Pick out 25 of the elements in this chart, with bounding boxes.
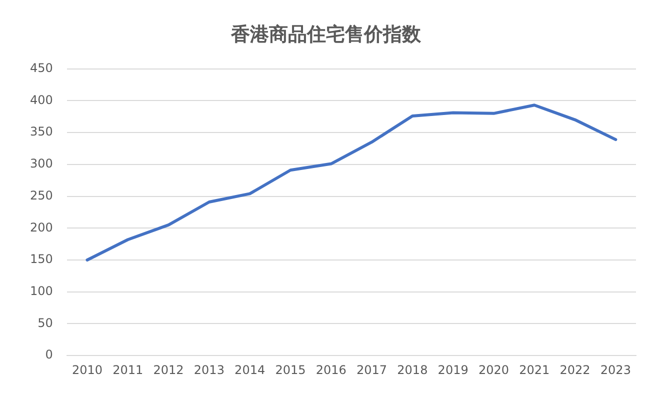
y-tick-label: 100 <box>30 284 53 298</box>
x-tick-label: 2018 <box>397 362 428 377</box>
x-tick-label: 2012 <box>153 362 184 377</box>
x-tick-label: 2022 <box>560 362 590 377</box>
y-tick-label: 200 <box>30 220 53 234</box>
x-tick-label: 2013 <box>194 362 224 377</box>
x-tick-label: 2011 <box>112 362 144 377</box>
x-tick-label: 2014 <box>234 362 266 377</box>
x-tick-label: 2019 <box>438 362 468 377</box>
y-tick-label: 350 <box>30 124 53 139</box>
x-tick-label: 2023 <box>600 362 631 377</box>
y-tick-label: 50 <box>38 316 53 330</box>
chart-title: 香港商品住宅售价指数 <box>230 23 422 46</box>
y-tick-label: 250 <box>30 188 53 202</box>
x-tick-label: 2016 <box>316 362 346 377</box>
x-tick-label: 2017 <box>356 362 388 377</box>
y-tick-label: 0 <box>45 348 53 362</box>
y-tick-label: 150 <box>30 252 53 266</box>
y-tick-label: 300 <box>30 156 53 171</box>
y-tick-label: 450 <box>30 60 53 75</box>
x-tick-label: 2010 <box>72 362 103 377</box>
x-tick-label: 2021 <box>519 362 550 377</box>
y-tick-label: 400 <box>30 92 53 107</box>
x-tick-label: 2015 <box>275 362 306 377</box>
x-tick-label: 2020 <box>478 362 509 377</box>
